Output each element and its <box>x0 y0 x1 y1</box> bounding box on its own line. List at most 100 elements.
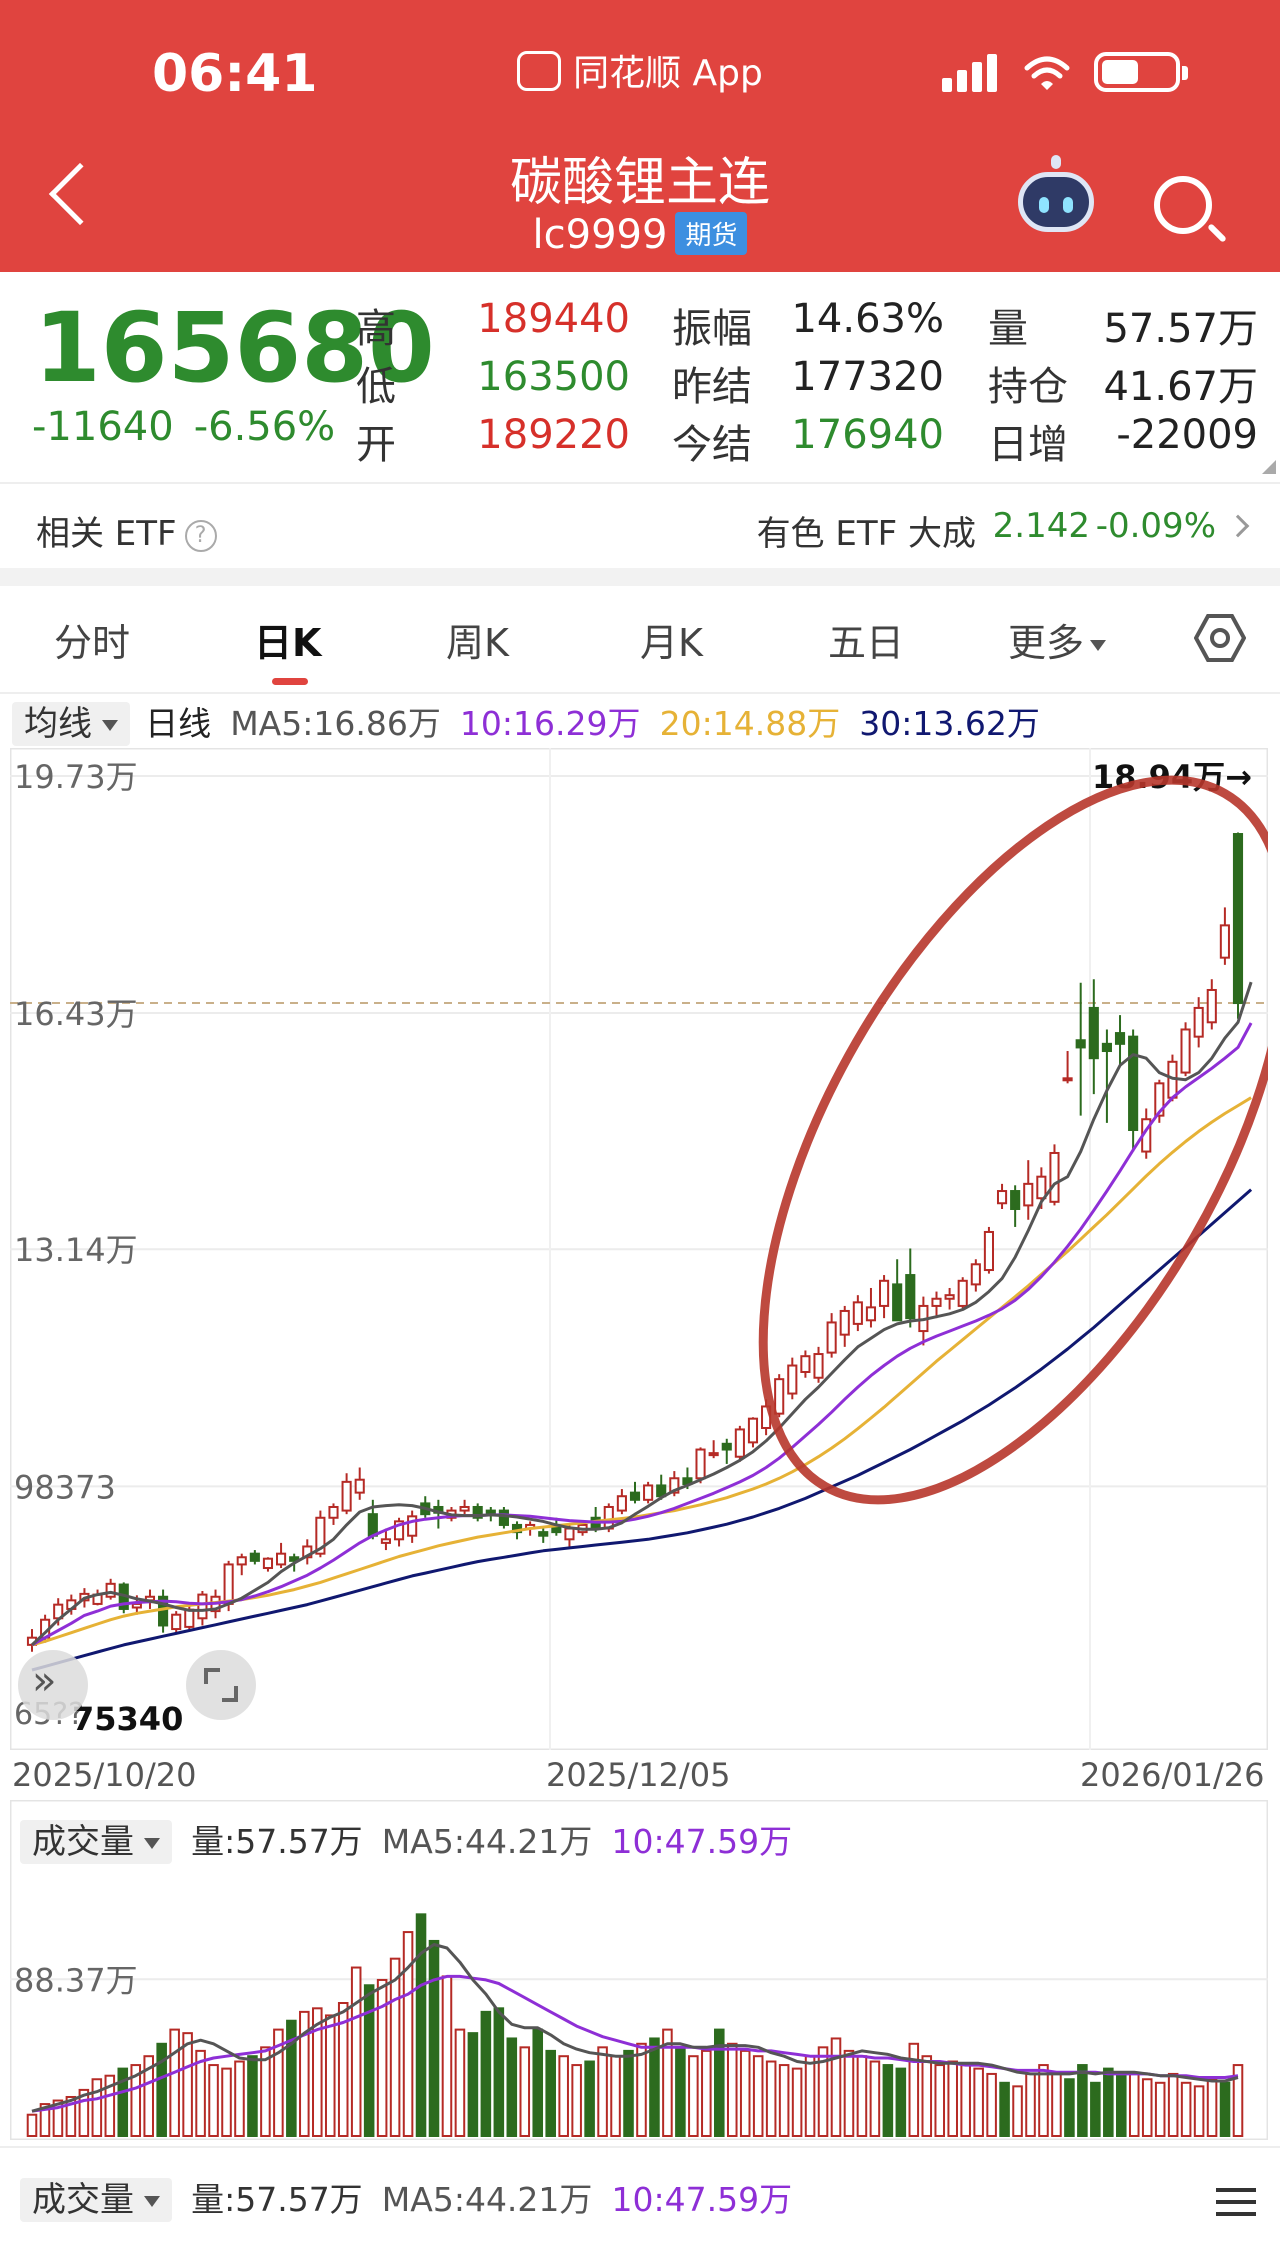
candle-down <box>1075 1039 1086 1049</box>
etf-name: 有色 ETF 大成 <box>756 514 976 554</box>
volume-bar-up <box>1141 2078 1153 2137</box>
volume-ma5-line <box>31 1943 1239 2113</box>
chevron-right-icon <box>1226 514 1250 538</box>
candle-up <box>1023 1182 1034 1207</box>
candle-down <box>367 1513 378 1537</box>
candle-up <box>695 1448 706 1480</box>
price-change: -11640 -6.56% <box>32 404 355 450</box>
tab-monthly-k[interactable]: 月K <box>640 621 703 665</box>
volume-bar-down <box>480 2010 492 2137</box>
candle-up <box>983 1230 994 1272</box>
candle-up <box>380 1538 391 1544</box>
caret-down-icon <box>1090 640 1107 651</box>
quote-value: 189440 <box>477 296 630 342</box>
tab-five-day[interactable]: 五日 <box>828 621 905 665</box>
candle-up <box>669 1477 680 1494</box>
candle-up <box>708 1452 719 1457</box>
quote-value: 189220 <box>477 412 630 458</box>
candle-up <box>1154 1082 1165 1117</box>
volume-bar-down <box>1077 2064 1088 2138</box>
volume-bar-up <box>558 2055 569 2138</box>
quote-value: 57.57万 <box>1103 306 1258 352</box>
candle-up <box>105 1582 116 1598</box>
candle-up <box>1036 1175 1047 1200</box>
volume-bar-up <box>91 2078 103 2137</box>
volume-bar-up <box>376 1978 388 2137</box>
candle-down <box>538 1531 549 1537</box>
volume-bar-up <box>454 2028 466 2138</box>
volume-bar-up <box>337 2002 349 2137</box>
settings-icon[interactable] <box>1194 612 1246 664</box>
volume-bar-up <box>597 2046 608 2137</box>
volume-ma10: 10:47.59万 <box>611 1822 793 1861</box>
ma-selector[interactable]: 均线 <box>12 702 130 746</box>
candle-up <box>315 1516 326 1555</box>
candle-up <box>787 1364 798 1395</box>
volume-bar-down <box>882 2064 894 2138</box>
volume-bar-down <box>714 2028 725 2138</box>
quote-value: 41.67万 <box>1103 364 1258 410</box>
related-etf-row[interactable]: 相关 ETF? 有色 ETF 大成 2.142 -0.09% <box>0 486 1280 568</box>
ma30-value: 30:13.62万 <box>859 704 1040 743</box>
min-price-label: 75340 <box>72 1700 183 1738</box>
expand-button[interactable]: » <box>18 1650 88 1720</box>
fullscreen-icon[interactable] <box>186 1650 256 1720</box>
candle-up <box>171 1613 182 1631</box>
candle-up <box>996 1190 1008 1205</box>
y-axis-label: 16.43万 <box>14 995 138 1033</box>
volume-selector-2[interactable]: 成交量 <box>20 2178 172 2222</box>
volume-ma5: MA5:44.21万 <box>381 1822 593 1861</box>
caret-down-icon <box>102 720 118 731</box>
candle-up <box>407 1515 418 1537</box>
volume-bar-up <box>830 2037 842 2137</box>
volume-bar-up <box>1232 2064 1244 2138</box>
volume-bar-down <box>363 1984 375 2137</box>
volume-chart[interactable]: 88.37万 <box>10 1800 1268 2140</box>
candle-up <box>184 1608 195 1628</box>
tab-daily-k[interactable]: 日K <box>254 621 322 665</box>
volume-bar-down <box>895 2067 907 2138</box>
search-icon[interactable] <box>1154 176 1212 234</box>
volume-bar-up <box>1012 2085 1023 2138</box>
quote-label: 低 <box>356 364 396 410</box>
volume-bar-up <box>52 2099 64 2137</box>
volume-bar-up <box>324 2014 336 2137</box>
quote-value: 176940 <box>791 412 944 458</box>
candle-up <box>341 1480 352 1512</box>
volume-bar-up <box>26 2113 38 2138</box>
volume-bar-up <box>195 2049 206 2138</box>
volume-bar-up <box>299 2010 310 2137</box>
futures-badge: 期货 <box>675 211 748 255</box>
y-axis-label: 88.37万 <box>14 1961 138 1999</box>
volume-bar-down <box>1103 2067 1114 2138</box>
wifi-icon <box>1024 56 1070 90</box>
volume-bar-up <box>1180 2081 1192 2137</box>
menu-icon[interactable] <box>1216 2188 1256 2216</box>
volume-value: 量:57.57万 <box>191 1822 363 1861</box>
candle-up <box>223 1563 234 1605</box>
candle-up <box>131 1602 142 1609</box>
help-icon[interactable]: ? <box>184 519 217 552</box>
volume-bar-up <box>973 2067 984 2138</box>
robot-assistant-icon[interactable] <box>1018 155 1094 232</box>
status-app-name: 同花顺 App <box>0 44 1280 96</box>
volume-bar-up <box>39 2103 51 2137</box>
last-price: 165680 <box>34 292 435 404</box>
quote-label: 持仓 <box>988 364 1068 410</box>
volume-bar-up <box>104 2074 116 2137</box>
volume-bar-up <box>1193 2085 1205 2138</box>
volume-bar-down <box>1116 2072 1127 2137</box>
candle-up <box>1193 1006 1204 1038</box>
volume-bar-up <box>960 2064 971 2138</box>
ma5-line <box>30 981 1253 1646</box>
tab-more[interactable]: 更多 <box>1008 612 1107 667</box>
volume-bar-down <box>649 2037 660 2137</box>
tab-weekly-k[interactable]: 周K <box>446 621 509 665</box>
volume-selector[interactable]: 成交量 <box>20 1820 172 1864</box>
candle-up <box>354 1478 365 1494</box>
quote-value: 163500 <box>477 354 630 400</box>
candle-down <box>1010 1190 1021 1210</box>
tab-intraday[interactable]: 分时 <box>54 621 131 665</box>
status-time: 06:41 <box>152 44 318 104</box>
